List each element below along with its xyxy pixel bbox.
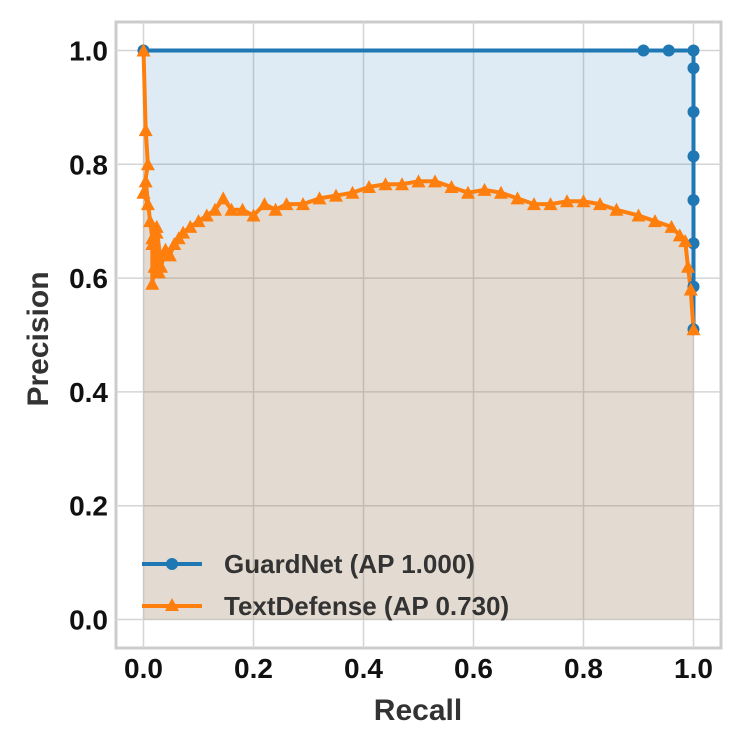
legend-label-textdefense: TextDefense (AP 0.730)	[224, 591, 509, 621]
textdefense-point	[648, 214, 662, 228]
guardnet-point	[687, 194, 700, 207]
textdefense-point	[378, 177, 393, 191]
y-tick-label: 0.6	[69, 263, 108, 294]
legend-label-guardnet: GuardNet (AP 1.000)	[224, 549, 475, 579]
textdefense-point	[138, 123, 153, 137]
guardnet-point	[637, 44, 650, 57]
textdefense-point	[345, 185, 360, 199]
y-tick-label: 1.0	[69, 35, 108, 66]
textdefense-point	[143, 214, 158, 228]
y-tick-label: 0.8	[69, 149, 108, 180]
textdefense-point	[140, 197, 155, 211]
legend-marker-guardnet	[166, 558, 178, 570]
textdefense-point	[235, 202, 250, 216]
textdefense-point	[191, 214, 206, 228]
x-tick-label: 0.6	[454, 653, 493, 684]
textdefense-point	[411, 174, 426, 188]
textdefense-point	[246, 208, 261, 222]
guardnet-point	[687, 44, 700, 57]
textdefense-point	[395, 177, 409, 191]
textdefense-point	[176, 225, 191, 239]
x-tick-label: 0.2	[234, 653, 273, 684]
textdefense-point	[257, 197, 272, 211]
textdefense-point	[329, 188, 343, 202]
textdefense-point	[428, 174, 442, 188]
textdefense-point	[145, 276, 160, 290]
y-tick-label: 0.4	[69, 377, 108, 408]
x-tick-labels: 0.0 0.2 0.4 0.6 0.8 1.0	[124, 653, 713, 684]
legend: GuardNet (AP 1.000) TextDefense (AP 0.73…	[142, 549, 509, 621]
guardnet-point	[687, 62, 700, 75]
textdefense-point	[140, 157, 155, 171]
textdefense-point	[149, 219, 164, 233]
x-axis-label: Recall	[374, 694, 462, 727]
textdefense-point	[216, 191, 231, 205]
textdefense-point	[527, 197, 541, 211]
textdefense-point	[681, 259, 695, 273]
textdefense-point	[296, 197, 310, 211]
textdefense-point	[138, 174, 153, 188]
textdefense-point	[494, 185, 508, 199]
textdefense-point	[444, 180, 459, 194]
plot-background	[114, 20, 723, 650]
textdefense-point	[576, 194, 591, 208]
textdefense-point	[224, 202, 239, 216]
textdefense-point	[136, 43, 151, 57]
textdefense-point	[461, 185, 475, 199]
textdefense-point	[362, 180, 376, 194]
textdefense-point	[664, 219, 679, 233]
y-tick-label: 0.0	[69, 605, 108, 636]
x-tick-label: 0.0	[124, 653, 163, 684]
y-tick-labels: 0.0 0.2 0.4 0.6 0.8 1.0	[69, 35, 108, 635]
y-tick-label: 0.2	[69, 491, 108, 522]
textdefense-point	[609, 202, 624, 216]
x-tick-label: 0.8	[564, 653, 603, 684]
textdefense-point	[154, 259, 169, 273]
textdefense-area-fill	[143, 50, 694, 620]
area-fills	[143, 50, 694, 620]
guardnet-area-fill	[143, 50, 694, 620]
guardnet-point	[687, 150, 700, 163]
guardnet-point	[662, 44, 675, 57]
textdefense-point	[686, 322, 701, 336]
x-tick-label: 0.4	[344, 653, 383, 684]
textdefense-point	[631, 208, 646, 222]
textdefense-point	[183, 219, 198, 233]
textdefense-point	[145, 236, 160, 250]
textdefense-point	[199, 208, 214, 222]
textdefense-point	[683, 282, 698, 296]
textdefense-point	[678, 234, 693, 248]
textdefense-point	[543, 197, 558, 211]
textdefense-point	[560, 194, 574, 208]
textdefense-point	[477, 182, 492, 196]
x-tick-label: 1.0	[674, 653, 713, 684]
series-markers	[136, 43, 701, 336]
textdefense-point	[510, 191, 525, 205]
textdefense-point	[312, 191, 327, 205]
legend-marker-textdefense	[165, 598, 179, 611]
textdefense-point	[268, 202, 283, 216]
textdefense-point	[208, 202, 222, 216]
textdefense-point	[279, 197, 294, 211]
y-axis-label: Precision	[22, 271, 55, 406]
textdefense-point	[162, 248, 177, 262]
grid-lines	[116, 22, 721, 648]
textdefense-point	[593, 197, 607, 211]
textdefense-point	[136, 185, 151, 199]
guardnet-point	[687, 105, 700, 118]
